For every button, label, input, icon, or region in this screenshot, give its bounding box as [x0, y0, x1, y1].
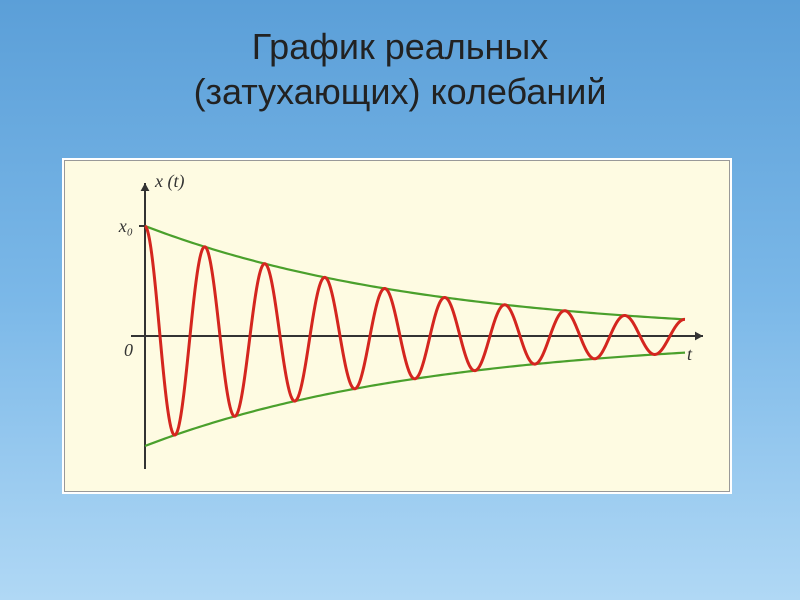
- y-axis-label: x (t): [154, 171, 184, 192]
- damped-wave: [145, 226, 685, 435]
- origin-label: 0: [124, 340, 133, 360]
- title-line-1: График реальных: [252, 26, 549, 67]
- x-axis-label: t: [687, 344, 693, 364]
- y0-label: x₀: [118, 216, 133, 236]
- axes-group: [131, 183, 703, 469]
- damped-oscillation-chart: x (t) x₀ 0 t: [65, 161, 729, 491]
- chart-panel: x (t) x₀ 0 t: [64, 160, 730, 492]
- title-line-2: (затухающих) колебаний: [194, 71, 607, 112]
- page-title: График реальных (затухающих) колебаний: [0, 0, 800, 114]
